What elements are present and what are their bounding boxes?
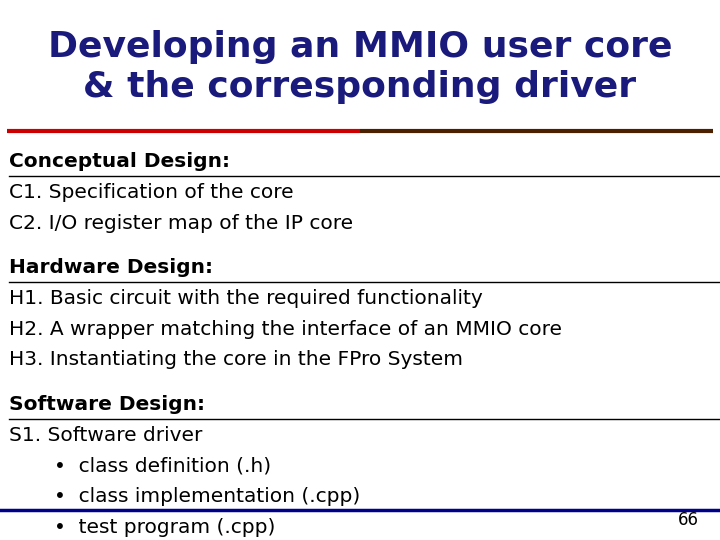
Text: •  class implementation (.cpp): • class implementation (.cpp) [54,487,360,506]
Text: 66: 66 [678,511,698,529]
Text: H1. Basic circuit with the required functionality: H1. Basic circuit with the required func… [9,289,482,308]
Text: Conceptual Design:: Conceptual Design: [9,152,230,171]
Text: S1. Software driver: S1. Software driver [9,426,202,444]
Text: H3. Instantiating the core in the FPro System: H3. Instantiating the core in the FPro S… [9,350,463,369]
Text: C2. I/O register map of the IP core: C2. I/O register map of the IP core [9,214,353,233]
Text: Software Design:: Software Design: [9,395,204,414]
Text: •  class definition (.h): • class definition (.h) [54,456,271,475]
Text: Developing an MMIO user core
& the corresponding driver: Developing an MMIO user core & the corre… [48,30,672,104]
Text: Hardware Design:: Hardware Design: [9,258,212,277]
Text: •  test program (.cpp): • test program (.cpp) [54,518,275,537]
Text: C1. Specification of the core: C1. Specification of the core [9,183,293,202]
Text: H2. A wrapper matching the interface of an MMIO core: H2. A wrapper matching the interface of … [9,320,562,339]
